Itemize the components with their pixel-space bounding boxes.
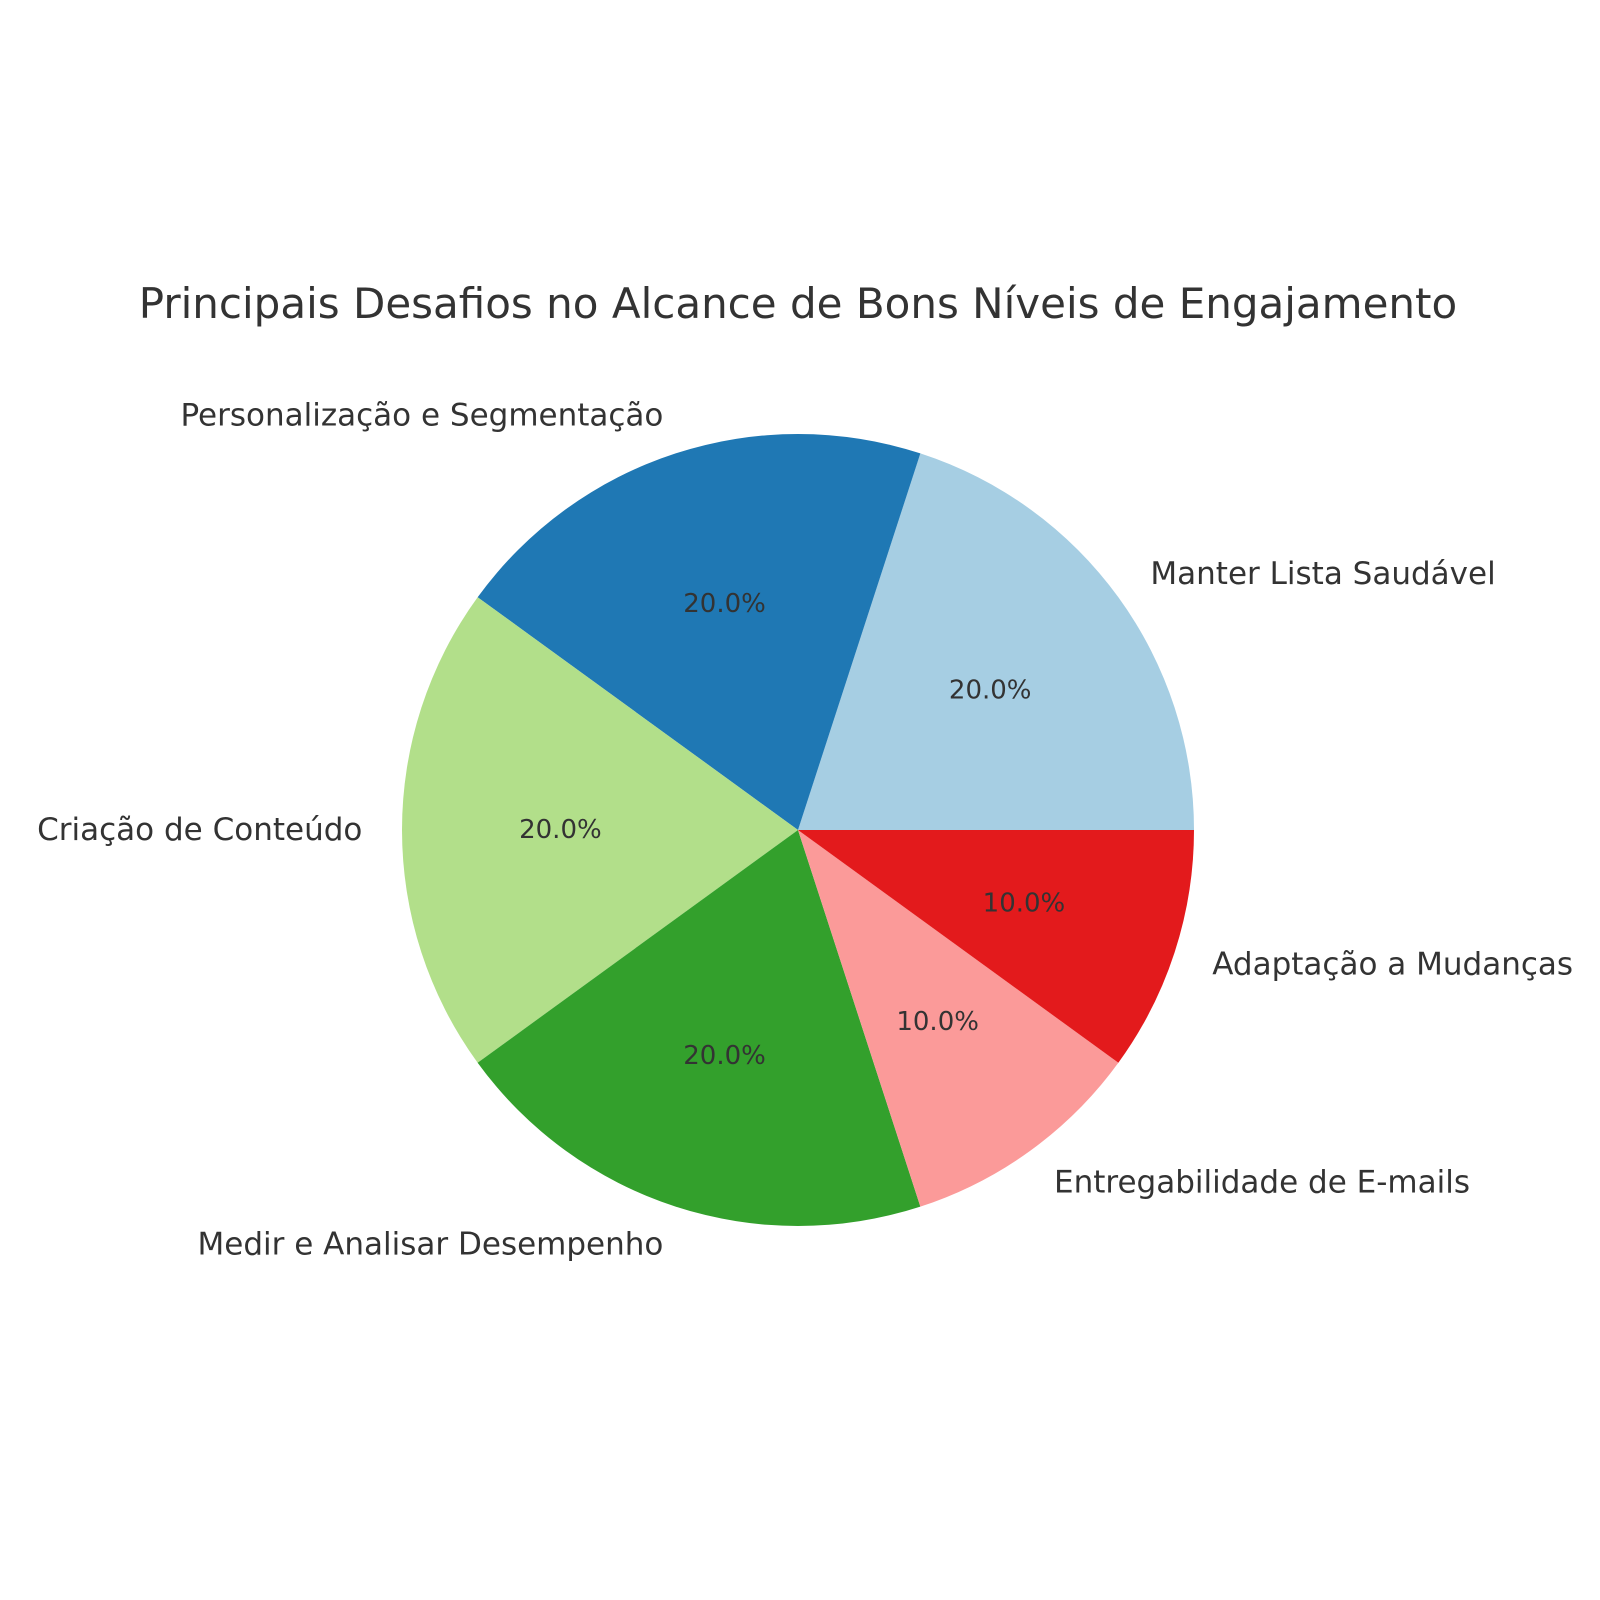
- percent-label: 20.0%: [519, 815, 602, 845]
- percent-label: 20.0%: [683, 1041, 766, 1071]
- category-label: Entregabilidade de E-mails: [1054, 1164, 1470, 1200]
- pie-slices: [402, 434, 1194, 1226]
- category-label: Personalização e Segmentação: [180, 398, 663, 434]
- pie-slice: [798, 453, 1194, 830]
- percent-label: 20.0%: [949, 675, 1032, 705]
- pie-slice: [798, 830, 1194, 1063]
- pie-slice: [402, 597, 798, 1063]
- percent-label: 20.0%: [683, 589, 766, 619]
- category-label: Adaptação a Mudanças: [1212, 947, 1573, 983]
- pie-slice: [477, 434, 921, 830]
- percent-labels: 20.0% 20.0% 20.0% 20.0% 10.0% 10.0%: [519, 589, 1065, 1071]
- category-label: Criação de Conteúdo: [37, 812, 362, 848]
- percent-label: 10.0%: [983, 888, 1066, 918]
- category-label: Medir e Analisar Desempenho: [198, 1226, 664, 1262]
- percent-label: 10.0%: [896, 1007, 979, 1037]
- category-label: Manter Lista Saudável: [1150, 556, 1495, 592]
- category-labels: Manter Lista Saudável Personalização e Se…: [37, 398, 1573, 1263]
- pie-slice: [477, 830, 921, 1226]
- pie-slice: [798, 830, 1119, 1207]
- chart-title: Principais Desafios no Alcance de Bons N…: [139, 279, 1457, 328]
